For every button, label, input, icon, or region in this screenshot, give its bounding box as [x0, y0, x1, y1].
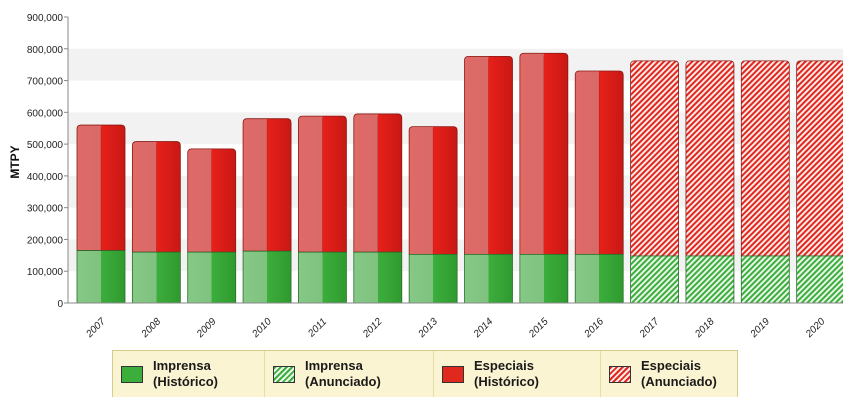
x-tick-label: 2018	[693, 316, 718, 341]
y-tick-label: 200,000	[27, 235, 64, 246]
bar-imprensa-2020	[796, 255, 843, 304]
bar-imprensa-2012	[353, 251, 403, 304]
bar-imprensa-2013	[408, 253, 458, 304]
y-tick-label: 400,000	[27, 172, 64, 183]
bar-imprensa-2014	[464, 253, 513, 304]
legend-label: Especiais (Histórico)	[474, 358, 539, 389]
stacked-bar-chart: 0 100,000 200,000 300,000 400,000 500,000 600,…	[8, 13, 843, 341]
x-tick-label: 2012	[360, 316, 385, 341]
legend-item-imprensa-historico: Imprensa (Histórico)	[113, 351, 264, 397]
bar-imprensa-2010	[242, 250, 292, 304]
legend-swatch-imprensa-historico	[121, 365, 143, 383]
legend-item-especiais-anunciado: Especiais (Anunciado)	[600, 351, 737, 397]
x-tick-label: 2020	[803, 316, 828, 341]
bar-imprensa-2007	[76, 250, 126, 304]
y-tick-label: 600,000	[27, 108, 64, 119]
legend-label: Imprensa (Histórico)	[153, 358, 218, 389]
bar-especiais-2019	[740, 60, 790, 257]
bar-imprensa-2019	[740, 255, 790, 304]
x-tick-label: 2013	[416, 316, 441, 341]
x-tick-label: 2009	[194, 316, 219, 341]
legend: Imprensa (Histórico) Imprensa (Anunciado…	[112, 350, 738, 397]
x-tick-label: 2011	[306, 316, 330, 340]
bar-imprensa-2015	[519, 253, 569, 304]
legend-label: Imprensa (Anunciado)	[305, 358, 381, 389]
legend-item-especiais-historico: Especiais (Histórico)	[433, 351, 600, 397]
bar-imprensa-2009	[187, 251, 237, 304]
y-tick-label: 100,000	[27, 267, 64, 278]
x-tick-label: 2008	[139, 316, 164, 341]
y-tick-label: 900,000	[27, 13, 64, 24]
x-tick-label: 2014	[471, 316, 496, 341]
legend-swatch-especiais-anunciado	[609, 365, 631, 383]
y-tick-label: 0	[57, 299, 63, 310]
bar-imprensa-2008	[131, 251, 181, 304]
legend-swatch-especiais-historico	[442, 365, 464, 383]
x-tick-label: 2017	[637, 316, 662, 341]
y-tick-label: 800,000	[27, 45, 64, 56]
legend-swatch-imprensa-anunciado	[273, 365, 295, 383]
x-tick-label: 2016	[582, 316, 607, 341]
x-tick-label: 2015	[526, 316, 551, 341]
bar-imprensa-2011	[298, 251, 347, 304]
legend-item-imprensa-anunciado: Imprensa (Anunciado)	[264, 351, 433, 397]
bar-imprensa-2017	[630, 255, 679, 304]
bar-especiais-2017	[630, 60, 679, 257]
x-tick-label: 2007	[84, 316, 109, 341]
bar-especiais-2018	[685, 60, 735, 257]
bar-imprensa-2018	[685, 255, 735, 304]
y-axis-label: MTPY	[8, 145, 22, 178]
y-tick-label: 700,000	[27, 77, 64, 88]
y-tick-label: 500,000	[27, 140, 64, 151]
x-tick-label: 2010	[250, 316, 275, 341]
y-tick-label: 300,000	[27, 204, 64, 215]
x-tick-label: 2019	[748, 316, 773, 341]
legend-label: Especiais (Anunciado)	[641, 358, 717, 389]
bar-imprensa-2016	[574, 253, 624, 304]
bar-especiais-2020	[796, 60, 843, 257]
